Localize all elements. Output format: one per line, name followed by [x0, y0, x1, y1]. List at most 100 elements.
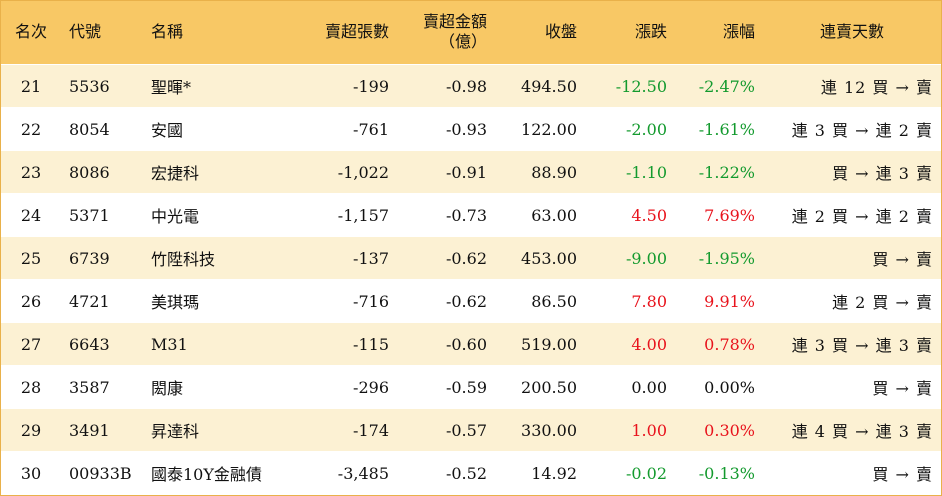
close-cell: 330.00 [495, 408, 585, 452]
change-cell: 4.50 [585, 193, 675, 237]
name-cell: 國泰10Y金融債 [143, 451, 289, 495]
lots-cell: -115 [289, 322, 397, 366]
table-row: 22 8054 安國 -761 -0.93 122.00 -2.00 -1.61… [1, 107, 941, 151]
consecutive-cell: 買 → 賣 [763, 451, 941, 495]
rank-cell: 24 [1, 193, 61, 237]
consecutive-cell: 連 2 買 → 賣 [763, 279, 941, 323]
rank-cell: 25 [1, 236, 61, 280]
consecutive-cell: 連 12 買 → 賣 [763, 64, 941, 108]
table-row: 23 8086 宏捷科 -1,022 -0.91 88.90 -1.10 -1.… [1, 150, 941, 194]
consecutive-cell: 連 3 買 → 連 2 賣 [763, 107, 941, 151]
name-cell: 宏捷科 [143, 150, 289, 194]
rank-cell: 21 [1, 64, 61, 108]
close-cell: 86.50 [495, 279, 585, 323]
table-row: 21 5536 聖暉* -199 -0.98 494.50 -12.50 -2.… [1, 64, 941, 108]
code-cell: 3491 [61, 408, 143, 452]
amount-cell: -0.60 [397, 322, 495, 366]
close-cell: 14.92 [495, 451, 585, 495]
header-code: 代號 [69, 22, 102, 41]
header-net-sell-lots: 賣超張數 [324, 22, 389, 41]
header-consecutive: 連賣天數 [819, 22, 884, 41]
code-cell: 00933B [61, 451, 143, 495]
close-cell: 519.00 [495, 322, 585, 366]
lots-cell: -1,157 [289, 193, 397, 237]
lots-cell: -174 [289, 408, 397, 452]
change-cell: 1.00 [585, 408, 675, 452]
consecutive-cell: 買 → 賣 [763, 236, 941, 280]
table-row: 28 3587 閎康 -296 -0.59 200.50 0.00 0.00% … [1, 365, 941, 409]
lots-cell: -1,022 [289, 150, 397, 194]
code-cell: 5371 [61, 193, 143, 237]
header-net-sell-amount-label: 賣超金額 [422, 12, 487, 31]
amount-cell: -0.59 [397, 365, 495, 409]
rank-cell: 29 [1, 408, 61, 452]
change-pct-cell: -1.61% [675, 107, 763, 151]
header-rank: 名次 [14, 22, 47, 41]
table-row: 24 5371 中光電 -1,157 -0.73 63.00 4.50 7.69… [1, 193, 941, 237]
change-pct-cell: -1.95% [675, 236, 763, 280]
consecutive-cell: 連 2 買 → 連 2 賣 [763, 193, 941, 237]
amount-cell: -0.57 [397, 408, 495, 452]
rank-cell: 27 [1, 322, 61, 366]
lots-cell: -296 [289, 365, 397, 409]
change-pct-cell: -1.22% [675, 150, 763, 194]
table-row: 29 3491 昇達科 -174 -0.57 330.00 1.00 0.30%… [1, 408, 941, 452]
rank-cell: 26 [1, 279, 61, 323]
change-cell: 7.80 [585, 279, 675, 323]
change-cell: -12.50 [585, 64, 675, 108]
name-cell: M31 [143, 322, 289, 366]
consecutive-cell: 連 4 買 → 連 3 賣 [763, 408, 941, 452]
header-net-sell-amount-unit: （億） [438, 32, 487, 51]
name-cell: 閎康 [143, 365, 289, 409]
amount-cell: -0.73 [397, 193, 495, 237]
code-cell: 3587 [61, 365, 143, 409]
amount-cell: -0.52 [397, 451, 495, 495]
change-pct-cell: 9.91% [675, 279, 763, 323]
rank-cell: 23 [1, 150, 61, 194]
code-cell: 8086 [61, 150, 143, 194]
close-cell: 494.50 [495, 64, 585, 108]
amount-cell: -0.91 [397, 150, 495, 194]
lots-cell: -761 [289, 107, 397, 151]
consecutive-cell: 連 3 買 → 連 3 賣 [763, 322, 941, 366]
lots-cell: -137 [289, 236, 397, 280]
lots-cell: -3,485 [289, 451, 397, 495]
header-net-sell-amount: 賣超金額 （億） [397, 0, 495, 65]
change-pct-cell: 7.69% [675, 193, 763, 237]
change-pct-cell: 0.00% [675, 365, 763, 409]
amount-cell: -0.93 [397, 107, 495, 151]
rank-cell: 28 [1, 365, 61, 409]
name-cell: 中光電 [143, 193, 289, 237]
rank-cell: 22 [1, 107, 61, 151]
header-change: 漲跌 [634, 22, 667, 41]
close-cell: 200.50 [495, 365, 585, 409]
amount-cell: -0.62 [397, 279, 495, 323]
rank-cell: 30 [1, 451, 61, 495]
header-close: 收盤 [544, 22, 577, 41]
change-cell: 4.00 [585, 322, 675, 366]
name-cell: 聖暉* [143, 64, 289, 108]
table-row: 25 6739 竹陞科技 -137 -0.62 453.00 -9.00 -1.… [1, 236, 941, 280]
name-cell: 昇達科 [143, 408, 289, 452]
header-change-pct: 漲幅 [722, 22, 755, 41]
header-name: 名稱 [151, 22, 184, 41]
change-cell: -2.00 [585, 107, 675, 151]
lots-cell: -716 [289, 279, 397, 323]
change-pct-cell: 0.30% [675, 408, 763, 452]
name-cell: 美琪瑪 [143, 279, 289, 323]
header-row: 名次 代號 名稱 賣超張數 賣超金額 （億） 收盤 漲跌 漲幅 連賣天數 [1, 0, 941, 65]
change-pct-cell: -2.47% [675, 64, 763, 108]
change-cell: -0.02 [585, 451, 675, 495]
table-row: 27 6643 M31 -115 -0.60 519.00 4.00 0.78%… [1, 322, 941, 366]
change-cell: -1.10 [585, 150, 675, 194]
lots-cell: -199 [289, 64, 397, 108]
amount-cell: -0.98 [397, 64, 495, 108]
amount-cell: -0.62 [397, 236, 495, 280]
table-row: 30 00933B 國泰10Y金融債 -3,485 -0.52 14.92 -0… [1, 451, 941, 495]
code-cell: 8054 [61, 107, 143, 151]
change-pct-cell: -0.13% [675, 451, 763, 495]
close-cell: 63.00 [495, 193, 585, 237]
change-cell: 0.00 [585, 365, 675, 409]
